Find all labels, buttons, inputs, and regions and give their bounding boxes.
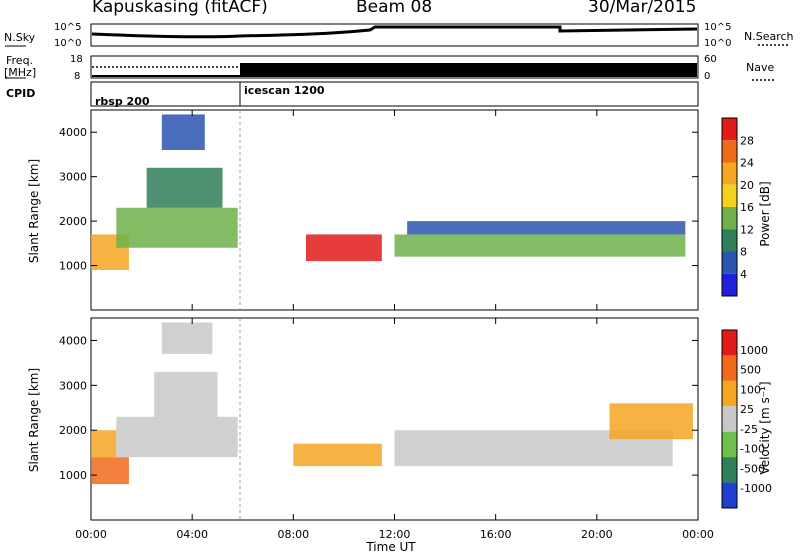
freq-right-tick-top: 60 [704, 54, 717, 65]
velocity-colorbar-label: Velocity [m s⁻¹] [758, 381, 772, 474]
power-colorbar-segment [722, 251, 737, 274]
xaxis-title: Time UT [365, 540, 416, 554]
power-colorbar-segment [722, 184, 737, 207]
freq-label-2: [MHz] [4, 66, 37, 79]
power-band-1 [116, 207, 238, 248]
xtick-label: 00:00 [682, 528, 714, 541]
velocity-band-1 [91, 430, 117, 458]
velocity-colorbar-segment [722, 482, 737, 508]
nsky-right-tick-bottom: 10^0 [704, 38, 732, 49]
velocity-band-5 [293, 443, 382, 467]
power-colorbar-label: Power [dB] [758, 181, 772, 246]
nsky-left-tick-bottom: 10^0 [54, 38, 82, 49]
power-colorbar-segment [722, 162, 737, 185]
velocity-band-2 [116, 416, 238, 458]
velocity-colorbar-tick-label: 25 [740, 403, 754, 416]
velocity-band-0 [91, 457, 129, 485]
power-colorbar-tick-label: 12 [740, 223, 754, 236]
velocity-ytick-label: 3000 [59, 379, 87, 392]
velocity-ytick-label: 2000 [59, 424, 87, 437]
velocity-colorbar-segment [722, 380, 737, 407]
station-title: Kapuskasing (fitACF) [92, 0, 268, 17]
power-colorbar-segment [722, 140, 737, 163]
nsearch-label: N.Search [744, 30, 794, 43]
power-band-5 [394, 234, 686, 257]
xtick-label: 16:00 [480, 528, 512, 541]
power-ytick-label: 1000 [59, 260, 87, 273]
freq-right-tick-bottom: 0 [704, 71, 711, 82]
power-band-2 [146, 167, 223, 208]
xtick-label: 12:00 [379, 528, 411, 541]
velocity-band-3 [154, 371, 218, 417]
freq-panel-frame [90, 55, 699, 79]
power-band-4 [305, 234, 382, 262]
xtick-label: 08:00 [277, 528, 309, 541]
velocity-colorbar-segment [722, 406, 737, 432]
velocity-ytick-label: 1000 [59, 469, 87, 482]
power-ytick-label: 2000 [59, 215, 87, 228]
power-colorbar-tick-label: 8 [740, 246, 747, 259]
xtick-label: 20:00 [581, 528, 613, 541]
power-colorbar-tick-label: 20 [740, 179, 754, 192]
nsky-right-tick-top: 10^5 [704, 22, 732, 33]
velocity-colorbar: 1000 500 100 25 -25 -100 -500 -1000 [721, 329, 772, 509]
velocity-colorbar-tick-label: 100 [740, 383, 761, 396]
velocity-colorbar-segment [722, 355, 737, 381]
cpid-label: CPID [6, 87, 36, 100]
velocity-colorbar-tick-label: -1000 [740, 482, 772, 495]
nsky-label: N.Sky [4, 31, 36, 44]
power-colorbar-segment [722, 273, 737, 296]
power-band-3 [161, 114, 205, 150]
power-colorbar-segment [722, 207, 737, 230]
power-colorbar-frame [721, 117, 738, 297]
power-colorbar: 28 24 20 16 12 8 4 [721, 117, 754, 297]
cpid-panel-frame [90, 81, 699, 107]
freq-nave-band [240, 63, 697, 77]
velocity-ylabel: Slant Range [km] [27, 368, 41, 472]
velocity-colorbar-frame [721, 329, 738, 509]
power-colorbar-segment [722, 229, 737, 252]
velocity-ytick-label: 4000 [59, 334, 87, 347]
velocity-colorbar-segment [722, 431, 737, 458]
nsky-panel-frame [90, 23, 699, 47]
power-data-layer [91, 114, 686, 270]
power-colorbar-segment [722, 118, 737, 141]
velocity-colorbar-segment [722, 330, 737, 356]
power-colorbar-tick-label: 24 [740, 157, 754, 170]
freq-label-1: Freq. [6, 54, 34, 67]
velocity-band-4 [161, 322, 213, 354]
nsky-left-tick-top: 10^5 [54, 22, 82, 33]
velocity-colorbar-tick-label: 500 [740, 364, 761, 377]
velocity-colorbar-tick-label: -25 [740, 423, 758, 436]
cpid-program-icescan: icescan 1200 [244, 84, 325, 97]
date-title: 30/Mar/2015 [588, 0, 697, 17]
power-colorbar-tick-label: 28 [740, 134, 754, 147]
power-colorbar-tick-label: 16 [740, 201, 754, 214]
power-ytick-label: 4000 [59, 126, 87, 139]
freq-left-tick-top: 18 [70, 54, 83, 65]
power-colorbar-tick-label: 4 [740, 268, 747, 281]
velocity-colorbar-tick-label: 1000 [740, 344, 768, 357]
power-band-6 [407, 221, 686, 235]
velocity-band-7 [609, 403, 693, 440]
xtick-label: 00:00 [75, 528, 107, 541]
velocity-colorbar-tick-label: -500 [740, 462, 765, 475]
power-ylabel: Slant Range [km] [27, 159, 41, 263]
cpid-program-rbsp: rbsp 200 [95, 95, 150, 108]
power-ytick-label: 3000 [59, 171, 87, 184]
axes-layer: 1000 2000 3000 4000 1000 2000 3000 4000 00:00 04:… [59, 110, 714, 541]
nsky-trace [91, 25, 698, 39]
nave-label: Nave [746, 61, 775, 74]
xtick-label: 04:00 [176, 528, 208, 541]
velocity-data-layer [91, 322, 693, 485]
freq-left-tick-bottom: 8 [74, 71, 81, 82]
beam-title: Beam 08 [356, 0, 433, 17]
velocity-colorbar-tick-label: -100 [740, 443, 765, 456]
velocity-colorbar-segment [722, 457, 737, 483]
